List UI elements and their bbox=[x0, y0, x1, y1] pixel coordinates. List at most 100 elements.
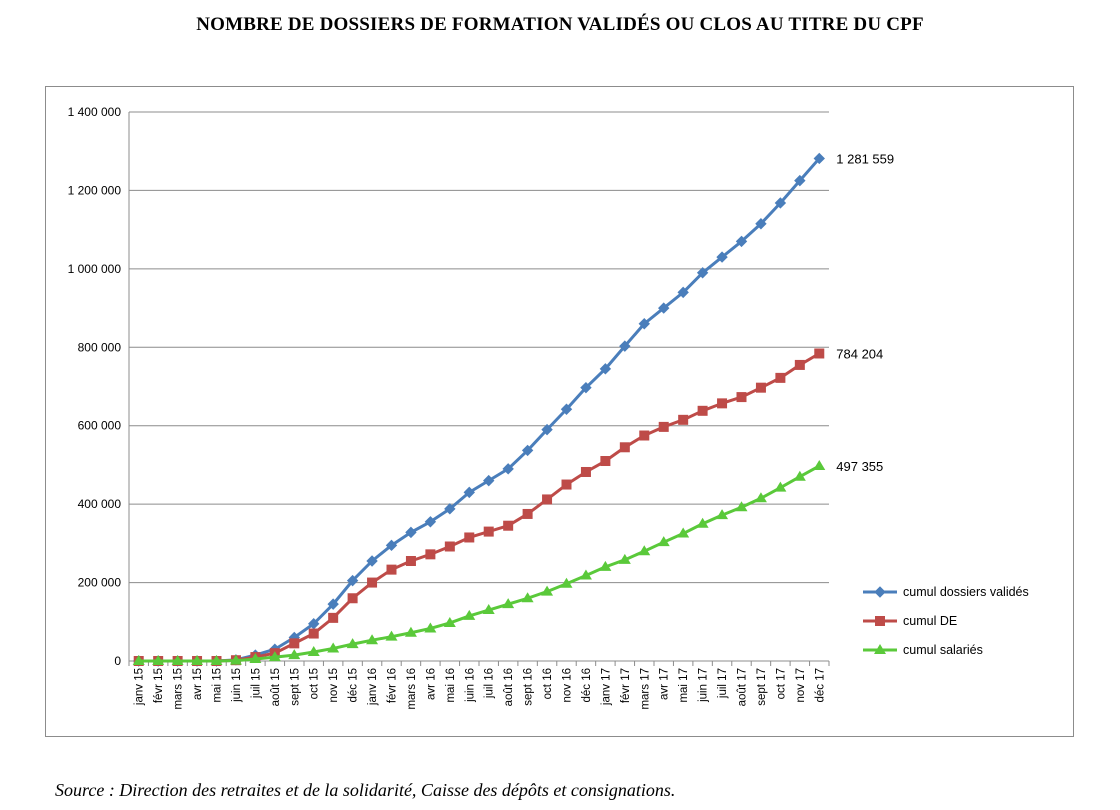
data-point bbox=[716, 509, 729, 520]
x-tick-label: mai 15 bbox=[212, 668, 224, 703]
x-tick-label: nov 15 bbox=[328, 668, 340, 703]
data-point bbox=[483, 526, 494, 537]
data-point bbox=[619, 340, 631, 352]
data-point bbox=[346, 574, 359, 587]
data-point bbox=[210, 655, 223, 665]
data-point bbox=[405, 526, 417, 539]
data-point bbox=[599, 363, 612, 375]
data-point bbox=[735, 501, 748, 512]
data-point bbox=[521, 592, 534, 603]
data-point bbox=[755, 218, 767, 230]
y-tick-label: 1 000 000 bbox=[68, 262, 122, 276]
data-point bbox=[618, 553, 631, 564]
data-point bbox=[736, 392, 747, 403]
data-point bbox=[579, 569, 592, 580]
y-tick-label: 800 000 bbox=[78, 340, 122, 354]
x-tick-label: avr 15 bbox=[192, 668, 204, 700]
series-line bbox=[138, 464, 821, 663]
x-tick-label: oct 17 bbox=[775, 668, 787, 699]
x-tick-label: déc 17 bbox=[814, 668, 826, 703]
data-point bbox=[152, 655, 165, 665]
data-point bbox=[775, 372, 786, 383]
data-point bbox=[754, 492, 767, 503]
data-point bbox=[678, 414, 689, 425]
y-tick-label: 1 200 000 bbox=[68, 183, 122, 197]
data-point bbox=[171, 655, 184, 665]
x-tick-label: avr 16 bbox=[425, 668, 437, 700]
x-tick-label: janv 15 bbox=[134, 668, 146, 706]
x-tick-label: juil 16 bbox=[484, 668, 496, 699]
data-point bbox=[503, 520, 514, 531]
data-point bbox=[874, 644, 886, 654]
data-point bbox=[875, 616, 885, 626]
x-tick-label: janv 16 bbox=[367, 668, 379, 706]
data-point bbox=[813, 152, 825, 165]
data-point bbox=[561, 479, 572, 490]
data-point bbox=[405, 556, 416, 567]
x-tick-label: août 17 bbox=[737, 668, 749, 706]
data-point bbox=[424, 622, 437, 633]
source-note: Source : Direction des retraites et de l… bbox=[55, 780, 676, 800]
data-point bbox=[521, 444, 534, 457]
data-point bbox=[385, 630, 398, 641]
data-point bbox=[717, 398, 728, 409]
data-point bbox=[347, 593, 358, 604]
x-tick-label: oct 15 bbox=[309, 668, 321, 699]
data-point bbox=[482, 604, 495, 615]
data-point bbox=[814, 348, 825, 359]
x-tick-label: déc 15 bbox=[348, 668, 360, 703]
x-tick-label: févr 15 bbox=[153, 668, 165, 703]
x-tick-label: mars 17 bbox=[639, 668, 651, 710]
data-point bbox=[599, 560, 612, 571]
chart-frame: 0 200 000 400 000 600 000 800 000 1 000 000 1 … bbox=[45, 86, 1074, 737]
data-point bbox=[444, 541, 455, 552]
data-point bbox=[367, 577, 378, 588]
data-point bbox=[463, 486, 475, 499]
data-point bbox=[386, 564, 397, 575]
data-point bbox=[366, 555, 378, 567]
x-tick-label: déc 16 bbox=[581, 668, 593, 703]
data-point bbox=[483, 474, 495, 487]
x-tick-label: sept 16 bbox=[523, 668, 535, 706]
data-point bbox=[463, 609, 476, 620]
data-point bbox=[794, 359, 805, 370]
data-point bbox=[502, 463, 514, 475]
x-tick-label: mai 16 bbox=[445, 668, 457, 703]
x-tick-label: févr 16 bbox=[387, 668, 399, 703]
data-point bbox=[404, 626, 417, 637]
data-point bbox=[696, 267, 709, 279]
y-tick-label: 200 000 bbox=[78, 576, 122, 590]
data-point bbox=[560, 577, 573, 588]
x-tick-label: mars 15 bbox=[173, 668, 185, 710]
x-tick-label: nov 17 bbox=[795, 668, 807, 703]
data-point bbox=[132, 655, 145, 665]
data-point bbox=[424, 516, 437, 528]
data-point bbox=[774, 197, 787, 209]
legend-label: cumul dossiers validés bbox=[903, 585, 1029, 599]
x-tick-label: sept 15 bbox=[289, 668, 301, 706]
legend-label: cumul salariés bbox=[903, 643, 983, 657]
data-point bbox=[716, 251, 728, 263]
data-point bbox=[249, 653, 262, 664]
x-tick-label: nov 16 bbox=[562, 668, 574, 703]
x-tick-label: sept 17 bbox=[756, 668, 768, 706]
data-point bbox=[502, 598, 515, 609]
data-point bbox=[542, 494, 553, 505]
data-point bbox=[522, 508, 533, 519]
x-tick-label: févr 17 bbox=[620, 668, 632, 703]
data-point bbox=[385, 539, 398, 552]
x-tick-label: juin 16 bbox=[464, 668, 476, 703]
data-point bbox=[813, 459, 826, 470]
x-tick-label: avr 17 bbox=[659, 668, 671, 700]
data-point bbox=[600, 456, 611, 467]
x-tick-label: août 16 bbox=[503, 668, 515, 706]
data-point bbox=[328, 612, 339, 623]
x-tick-label: mars 16 bbox=[406, 668, 418, 710]
page-title: NOMBRE DE DOSSIERS DE FORMATION VALIDÉS … bbox=[196, 14, 924, 35]
data-point bbox=[425, 549, 436, 560]
x-tick-label: juil 15 bbox=[250, 668, 262, 699]
data-point bbox=[639, 430, 650, 441]
x-tick-label: août 15 bbox=[270, 668, 282, 706]
x-tick-label: juin 15 bbox=[231, 668, 243, 703]
y-tick-label: 600 000 bbox=[78, 419, 122, 433]
